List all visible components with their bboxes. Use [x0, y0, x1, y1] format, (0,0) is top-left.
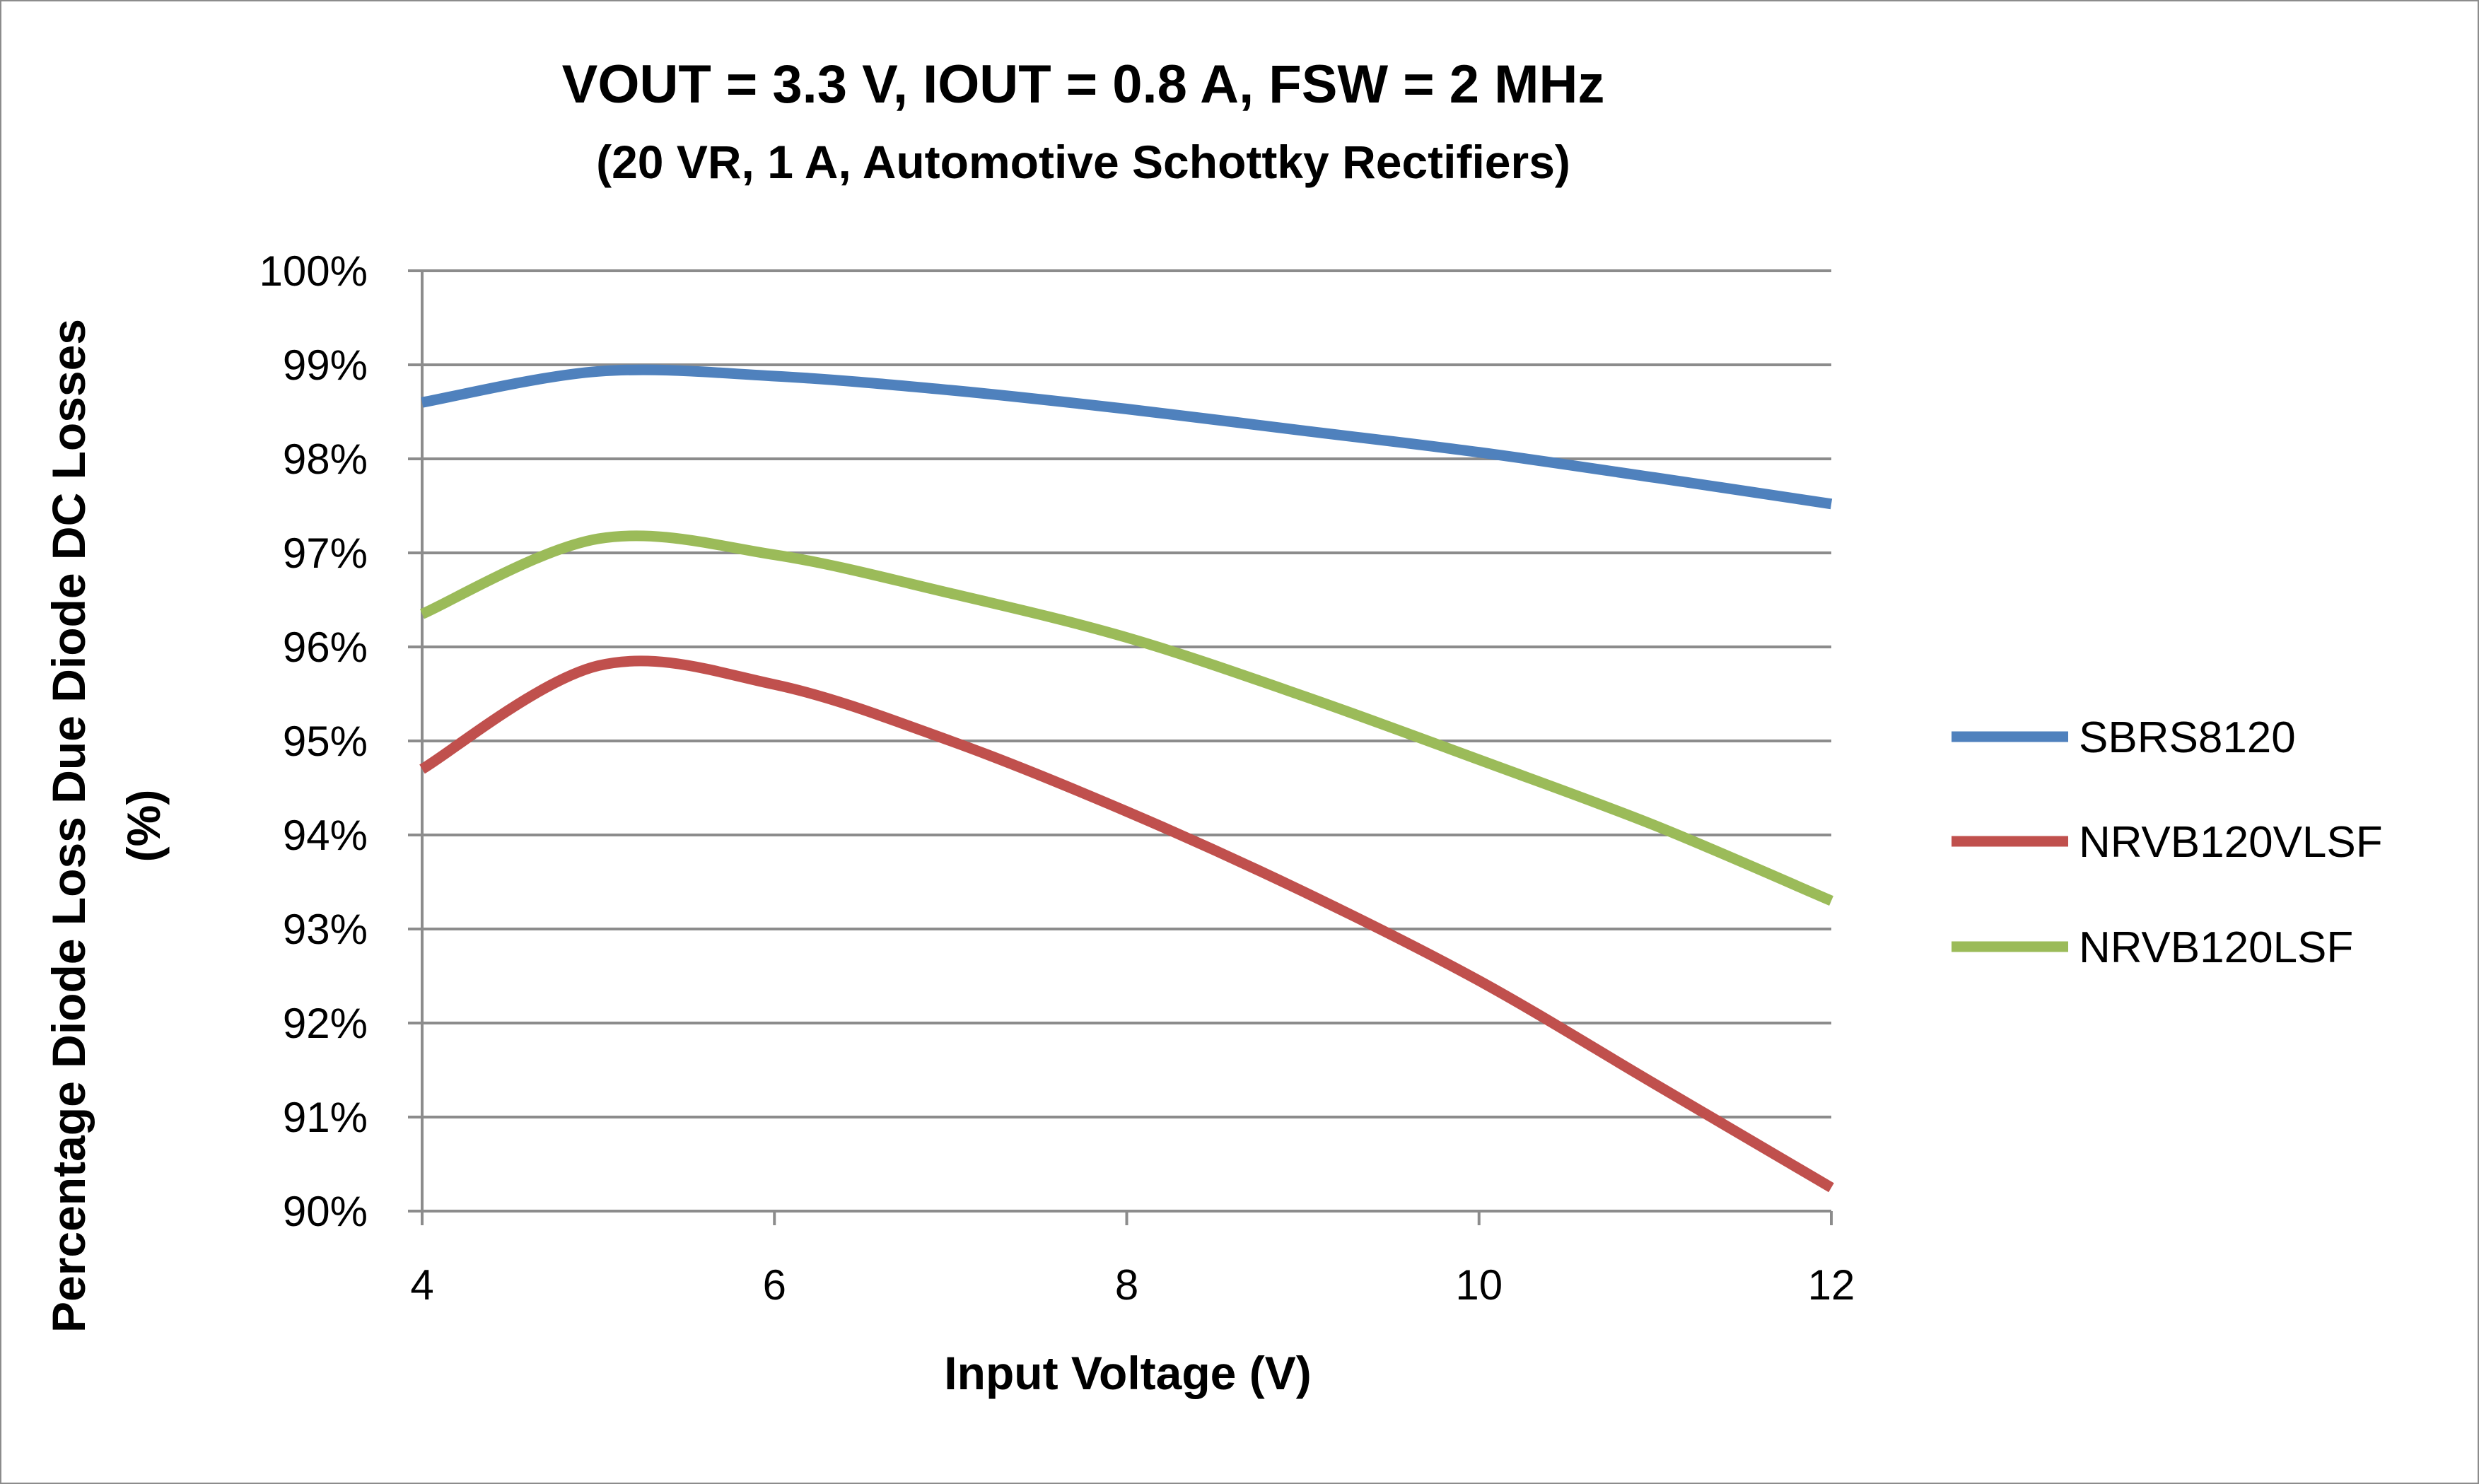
- y-axis-title-unit: (%): [117, 790, 170, 863]
- chart-title: VOUT = 3.3 V, IOUT = 0.8 A, FSW = 2 MHz: [562, 54, 1605, 115]
- series-line-sbrs8120: [421, 364, 1833, 510]
- x-tick-labels: 4 6 8 10 12: [410, 1261, 1855, 1309]
- series-lines: [419, 364, 1834, 1193]
- y-tick-label: 92%: [283, 1000, 368, 1047]
- y-tick-labels: 90% 91% 92% 93% 94% 95% 96% 97% 98% 99% 100%: [259, 247, 368, 1235]
- x-tick-label: 12: [1808, 1261, 1855, 1309]
- y-tick-label: 99%: [283, 341, 368, 389]
- y-tick-label: 96%: [283, 624, 368, 671]
- y-tick-label: 90%: [283, 1188, 368, 1235]
- x-axis-title: Input Voltage (V): [944, 1347, 1311, 1399]
- legend-label-nrvb120lsf: NRVB120LSF: [2079, 923, 2353, 972]
- y-axis-title: Percentage Diode Loss Due Diode DC Losse…: [42, 319, 95, 1333]
- x-tick-label: 8: [1115, 1261, 1138, 1309]
- chart-subtitle: (20 VR, 1 A, Automotive Schottky Rectifi…: [596, 136, 1570, 188]
- x-tick-label: 4: [410, 1261, 433, 1309]
- y-tick-label: 98%: [283, 436, 368, 483]
- y-tick-label: 95%: [283, 718, 368, 765]
- y-tick-label: 91%: [283, 1094, 368, 1141]
- series-line-nrvb120vlsf: [419, 655, 1834, 1193]
- y-tick-label: 100%: [259, 247, 368, 295]
- y-tick-label: 94%: [283, 812, 368, 859]
- y-axis-title-group: Percentage Diode Loss Due Diode DC Losse…: [42, 319, 170, 1333]
- series-line-nrvb120lsf: [420, 530, 1833, 906]
- legend: SBRS8120 NRVB120VLSF NRVB120LSF: [1952, 713, 2383, 972]
- legend-label-nrvb120vlsf: NRVB120VLSF: [2079, 818, 2383, 867]
- y-tick-label: 93%: [283, 906, 368, 953]
- x-tick-label: 6: [763, 1261, 786, 1309]
- x-tick-label: 10: [1455, 1261, 1503, 1309]
- y-tick-label: 97%: [283, 530, 368, 577]
- legend-label-sbrs8120: SBRS8120: [2079, 713, 2296, 762]
- axes: [408, 269, 1833, 1225]
